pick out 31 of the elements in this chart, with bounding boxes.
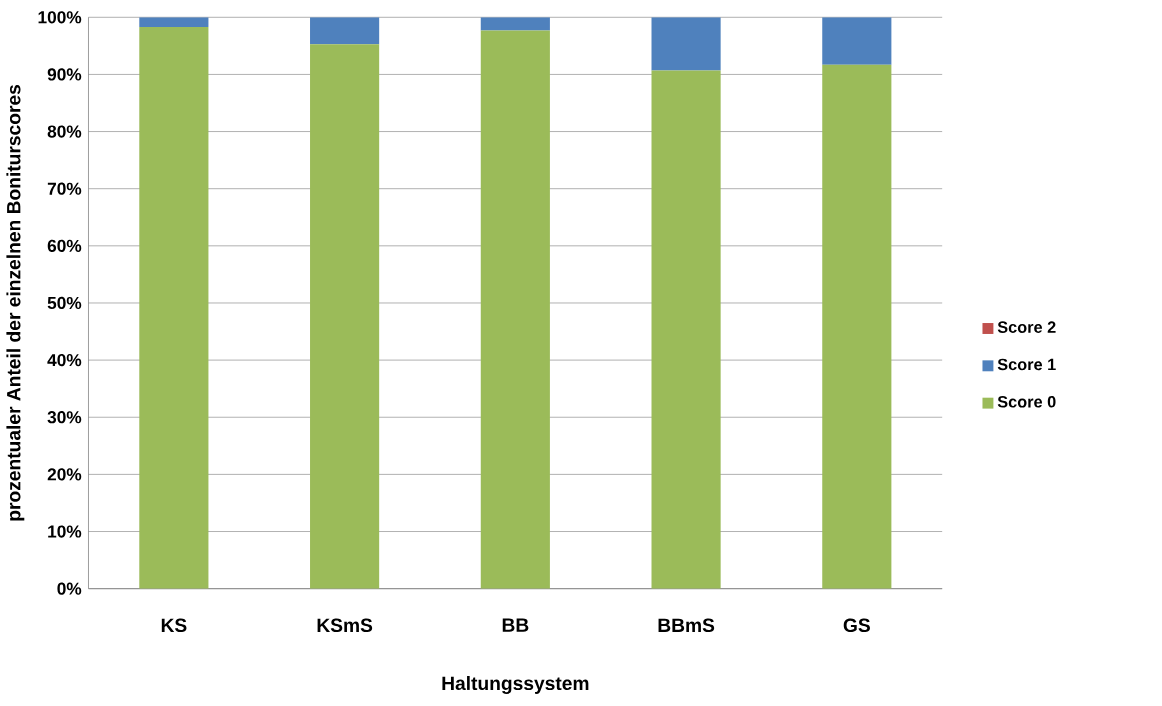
y-tick-label: 40% — [47, 354, 82, 367]
y-axis-title: prozentualer Anteil der einzelnen Boniturscores — [6, 85, 25, 521]
y-tick-label: 50% — [47, 296, 82, 310]
x-tick-label: BB — [502, 618, 529, 632]
bar — [822, 17, 892, 65]
y-tick-label: 10% — [48, 525, 82, 538]
bar — [139, 17, 209, 28]
bar — [310, 17, 380, 45]
bar — [310, 44, 380, 589]
x-tick-label: BBmS — [658, 618, 715, 633]
bar — [651, 17, 721, 71]
y-tick-label: 70% — [47, 182, 82, 195]
legend-label: Score 1 — [997, 358, 1056, 371]
bar — [139, 27, 209, 589]
x-tick-label: KS — [161, 618, 187, 633]
legend-label: Score 0 — [997, 396, 1056, 408]
y-tick-label: 90% — [47, 68, 82, 81]
y-tick-label: 100% — [38, 11, 82, 24]
y-tick-label: 30% — [47, 411, 82, 424]
legend-label: Score 2 — [997, 321, 1056, 333]
y-tick-label: 60% — [47, 239, 82, 253]
y-tick-label: 20% — [47, 468, 82, 481]
x-tick-label: KSmS — [317, 618, 373, 633]
y-tick-label: 80% — [47, 125, 82, 138]
y-tick-label: 0% — [57, 582, 82, 595]
bar — [480, 30, 550, 589]
x-axis-title: Haltungssystem — [442, 676, 589, 695]
bar — [822, 64, 892, 589]
bar — [480, 17, 550, 31]
bar — [651, 70, 721, 589]
x-tick-label: GS — [843, 618, 870, 633]
